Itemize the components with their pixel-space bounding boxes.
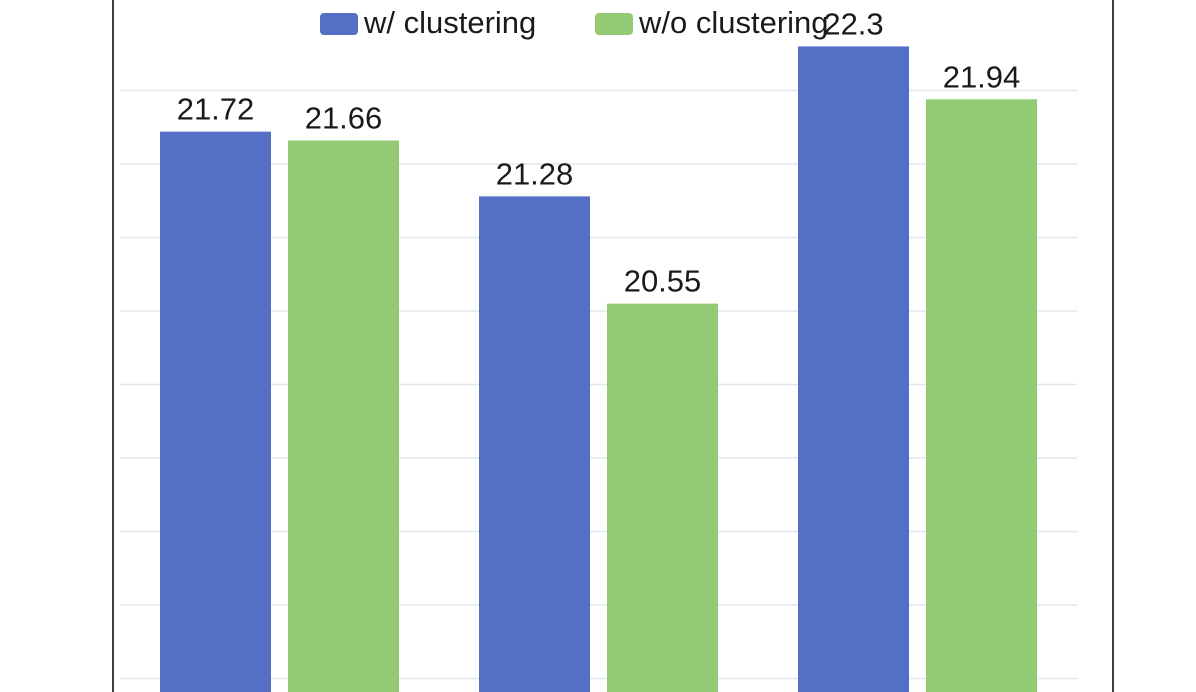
legend-label-wo-clustering: w/o clustering bbox=[638, 5, 829, 40]
bar-wo-clustering-1 bbox=[288, 140, 399, 692]
legend-label-w-clustering: w/ clustering bbox=[363, 5, 536, 40]
data-label: 21.28 bbox=[496, 156, 574, 191]
data-label: 21.94 bbox=[943, 59, 1021, 94]
bar-wo-clustering-3 bbox=[926, 99, 1037, 692]
legend-swatch-wo-clustering bbox=[595, 13, 633, 35]
data-label: 20.55 bbox=[624, 264, 702, 299]
data-label: 22.3 bbox=[823, 6, 883, 41]
bars bbox=[160, 46, 1037, 692]
chart-frame bbox=[112, 0, 1114, 692]
data-label: 21.72 bbox=[177, 92, 255, 127]
gridlines bbox=[120, 89, 1077, 680]
bar-wo-clustering-2 bbox=[607, 303, 718, 692]
bar-w-clustering-1 bbox=[160, 131, 271, 692]
legend-swatch-w-clustering bbox=[320, 13, 358, 35]
bar-w-clustering-2 bbox=[479, 196, 590, 692]
bar-w-clustering-3 bbox=[798, 46, 909, 692]
data-labels: 21.72 21.28 22.3 21.66 20.55 21.94 bbox=[177, 6, 1021, 298]
legend: w/ clustering w/o clustering bbox=[320, 5, 829, 40]
data-label: 21.66 bbox=[305, 100, 383, 135]
